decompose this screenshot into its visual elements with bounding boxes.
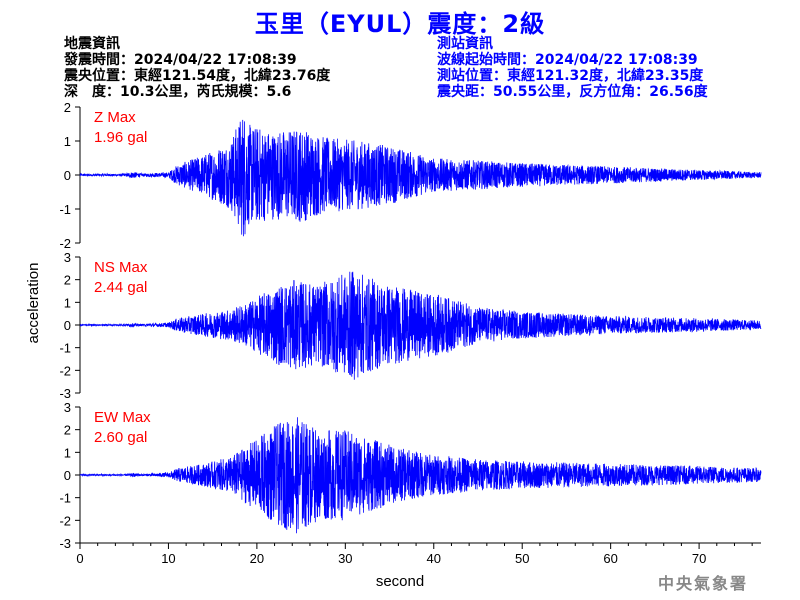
x-tick-label: 70	[692, 551, 706, 566]
x-tick-label: 10	[161, 551, 175, 566]
y-tick-label: 1	[64, 445, 71, 460]
y-tick-label: 2	[64, 423, 71, 438]
y-tick-label: -2	[59, 513, 71, 528]
station-distance-azimuth: 震央距：50.55公里，反方位角：26.56度	[437, 84, 708, 100]
quake-origin-time: 發震時間：2024/04/22 17:08:39	[64, 52, 297, 68]
quake-info-heading: 地震資訊	[64, 36, 120, 52]
agency-watermark: 中央氣象署	[657, 574, 748, 593]
y-tick-label: -1	[59, 341, 71, 356]
station-info-panel: 測站資訊 波線起始時間：2024/04/22 17:08:39 測站位置：東經1…	[437, 36, 708, 100]
y-tick-label: 0	[64, 168, 71, 183]
waveform-ns	[79, 271, 762, 380]
x-tick-label: 0	[76, 551, 83, 566]
max-value-ns: 2.44 gal	[94, 279, 147, 296]
y-tick-label: 2	[64, 273, 71, 288]
max-label-ns: NS Max	[94, 259, 148, 276]
panel-z: -2 -1 0 1 2 Z Max 1.96 gal	[59, 100, 762, 251]
y-tick-label: 3	[64, 400, 71, 415]
x-tick-label: 40	[427, 551, 441, 566]
quake-epicenter: 震央位置：東經121.54度，北緯23.76度	[64, 68, 331, 84]
y-tick-label: 0	[64, 318, 71, 333]
waveform-z	[79, 119, 762, 237]
max-value-ew: 2.60 gal	[94, 429, 147, 446]
y-tick-label: -1	[59, 202, 71, 217]
y-tick-label: -2	[59, 363, 71, 378]
station-info-heading: 測站資訊	[437, 36, 493, 52]
y-tick-label: 0	[64, 468, 71, 483]
y-tick-label: -1	[59, 491, 71, 506]
y-tick-label: -3	[59, 386, 71, 401]
y-tick-label: 1	[64, 295, 71, 310]
panel-ew: -3 -2 -1 0 1 2 3 EW Max 2.60 gal	[59, 400, 762, 551]
panel-ns: -3 -2 -1 0 1 2 3 NS Max 2.44 gal	[59, 250, 762, 401]
page-title: 玉里（EYUL）震度：2級	[254, 10, 546, 38]
y-tick-label: -2	[59, 236, 71, 251]
max-value-z: 1.96 gal	[94, 129, 147, 146]
max-label-ew: EW Max	[94, 409, 151, 426]
x-tick-label: 20	[250, 551, 264, 566]
station-location: 測站位置：東經121.32度，北緯23.35度	[437, 68, 704, 84]
x-tick-label: 30	[338, 551, 352, 566]
y-tick-label: 1	[64, 134, 71, 149]
y-tick-label: -3	[59, 536, 71, 551]
x-axis: 0 10 20 30 40 50 60 70	[76, 542, 761, 566]
waveform-ew	[79, 417, 762, 534]
x-tick-label: 60	[603, 551, 617, 566]
x-axis-label: second	[376, 573, 424, 590]
y-axis-label: acceleration	[25, 263, 42, 344]
x-tick-label: 50	[515, 551, 529, 566]
quake-depth-magnitude: 深 度：10.3公里，芮氏規模：5.6	[64, 84, 292, 100]
y-tick-label: 3	[64, 250, 71, 265]
station-wave-start: 波線起始時間：2024/04/22 17:08:39	[437, 52, 698, 68]
y-tick-label: 2	[64, 100, 71, 115]
max-label-z: Z Max	[94, 109, 136, 126]
quake-info-panel: 地震資訊 發震時間：2024/04/22 17:08:39 震央位置：東經121…	[64, 36, 330, 100]
